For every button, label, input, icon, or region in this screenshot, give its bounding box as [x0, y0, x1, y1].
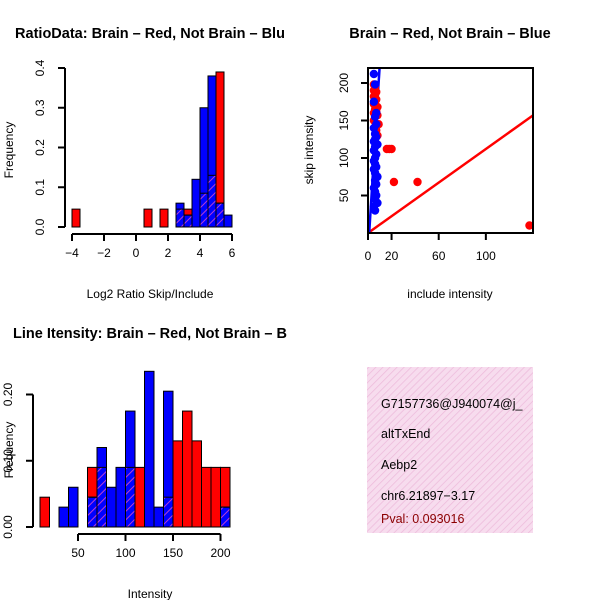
intensity-histogram-bar-notbrain-8	[153, 506, 164, 528]
ratio-histogram-y-tick-label: 0.2	[33, 139, 47, 156]
ratio-histogram-x-tick-label: −4	[65, 246, 79, 260]
intensity-histogram-bar-overlap-5	[163, 496, 174, 528]
intensity-histogram-x-tick-label: 150	[163, 546, 183, 560]
scatter-y-tick-label: 200	[337, 73, 351, 93]
ratio-histogram-x-tick-label: −2	[97, 246, 111, 260]
ratio-histogram-bars	[71, 71, 233, 228]
intensity-histogram-axes: 50 100 150 200 0.00 0.10 0.20	[1, 382, 231, 560]
ratio-histogram-x-tick-label: 0	[133, 246, 140, 260]
intensity-histogram-bars	[39, 370, 231, 528]
intensity-histogram-bar-brain-9	[201, 466, 212, 528]
scatter-point-brain-23	[389, 177, 399, 187]
intensity-histogram-bar-overlap-2	[96, 466, 107, 528]
ratio-histogram-bar-overlap-1	[199, 192, 209, 228]
ratio-histogram-bar-overlap-2	[215, 202, 225, 228]
scatter-y-tick-label: 150	[337, 110, 351, 130]
scatter-x-tick-label: 20	[385, 249, 399, 263]
ratio-histogram-panel: RatioData: Brain – Red, Not Brain – Blu …	[2, 26, 285, 301]
intensity-histogram-y-tick-label: 0.10	[1, 449, 15, 473]
intensity-histogram-x-tick-label: 200	[210, 546, 230, 560]
intensity-histogram-bar-brain-6	[172, 440, 183, 528]
info-pval: Pval: 0.093016	[381, 512, 464, 526]
intensity-histogram-bar-brain-7	[182, 410, 193, 528]
intensity-histogram-bar-brain-10	[210, 466, 221, 528]
ratio-histogram-bar-notbrain-6	[223, 214, 233, 228]
scatter-point-brain-24	[413, 177, 422, 187]
scatter-x-tick-label: 0	[365, 249, 372, 263]
intensity-histogram-bar-brain-0	[39, 496, 50, 528]
scatter-line-red	[368, 114, 533, 233]
intensity-histogram-bar-brain-4	[134, 466, 145, 528]
scatter-point-notbrain-2	[369, 97, 379, 106]
intensity-histogram-bar-notbrain-5	[115, 466, 126, 528]
scatter-axes: 0 20 60 100 50 100 150 200	[337, 73, 496, 263]
intensity-histogram-bar-notbrain-1	[68, 486, 79, 528]
intensity-histogram-y-tick-label: 0.00	[1, 515, 15, 539]
scatter-xlabel: include intensity	[407, 287, 492, 301]
info-location: chr6.21897−3.17	[381, 489, 475, 503]
scatter-point-notbrain-4	[370, 112, 380, 121]
intensity-histogram-x-tick-label: 50	[71, 546, 85, 560]
intensity-histogram-xlabel: Intensity	[128, 587, 173, 600]
scatter-x-tick-label: 100	[476, 249, 496, 263]
scatter-point-notbrain-30	[370, 206, 380, 215]
ratio-histogram-bar-notbrain-2	[191, 178, 201, 228]
intensity-histogram-ylabel: Frequency	[2, 422, 16, 479]
intensity-histogram-panel: Line Itensity: Brain – Red, Not Brain – …	[1, 326, 287, 600]
info-gene: Aebp2	[381, 458, 417, 472]
info-event: altTxEnd	[381, 427, 430, 441]
scatter-frame	[367, 67, 534, 234]
intensity-histogram-bar-overlap-11	[220, 506, 231, 528]
scatter-panel: Brain – Red, Not Brain – Blue 0 20 60 100 50…	[302, 26, 551, 301]
info-panel: G7157736@J940074@j_ altTxEnd Aebp2 chr6.…	[367, 367, 533, 533]
scatter-y-tick-label: 50	[337, 189, 351, 203]
intensity-histogram-title: Line Itensity: Brain – Red, Not Brain – …	[13, 326, 287, 342]
ratio-histogram-bar-brain-2	[159, 208, 169, 228]
scatter-point-notbrain-0	[369, 69, 379, 79]
intensity-histogram-x-tick-label: 100	[115, 546, 135, 560]
ratio-histogram-bar-brain-0	[71, 208, 81, 228]
ratio-histogram-bar-overlap-6	[175, 208, 185, 228]
ratio-histogram-ylabel: Frequency	[2, 122, 16, 179]
info-id: G7157736@J940074@j_	[381, 397, 524, 411]
ratio-histogram-xlabel: Log2 Ratio Skip/Include	[87, 287, 214, 301]
scatter-point-notbrain-1	[370, 80, 380, 89]
ratio-histogram-x-tick-label: 6	[229, 246, 236, 260]
scatter-reference-lines	[368, 68, 533, 233]
ratio-histogram-title: RatioData: Brain – Red, Not Brain – Blu	[15, 26, 285, 42]
ratio-histogram-bar-overlap-0	[183, 214, 193, 228]
scatter-x-tick-label: 60	[432, 249, 446, 263]
ratio-histogram-y-tick-label: 0.3	[33, 99, 47, 116]
scatter-ylabel: skip intensity	[302, 116, 316, 185]
intensity-histogram-bar-overlap-3	[125, 466, 136, 528]
ratio-histogram-y-tick-label: 0.1	[33, 179, 47, 196]
intensity-histogram-bar-overlap-1	[87, 496, 98, 528]
scatter-point-brain-25	[525, 221, 533, 230]
intensity-histogram-bar-notbrain-7	[144, 370, 155, 528]
intensity-histogram-bar-notbrain-4	[106, 486, 117, 528]
ratio-histogram-y-tick-label: 0.0	[33, 218, 47, 235]
scatter-title: Brain – Red, Not Brain – Blue	[349, 26, 550, 42]
ratio-histogram-y-tick-label: 0.4	[33, 59, 47, 76]
scatter-point-brain-22	[382, 144, 392, 154]
intensity-histogram-bar-brain-8	[191, 440, 202, 528]
scatter-points	[369, 69, 533, 230]
intensity-histogram-bar-notbrain-0	[58, 506, 69, 528]
ratio-histogram-x-tick-label: 2	[165, 246, 172, 260]
ratio-histogram-bar-brain-1	[143, 208, 153, 228]
ratio-histogram-x-tick-label: 4	[197, 246, 204, 260]
ratio-histogram-bar-overlap-7	[207, 174, 217, 228]
ratio-histogram-axes: −4 −2 0 2 4 6 0.0 0.1 0.2 0.3 0.4	[33, 59, 236, 260]
info-box-background	[367, 367, 533, 533]
intensity-histogram-y-tick-label: 0.20	[1, 382, 15, 406]
scatter-y-tick-label: 100	[337, 148, 351, 168]
